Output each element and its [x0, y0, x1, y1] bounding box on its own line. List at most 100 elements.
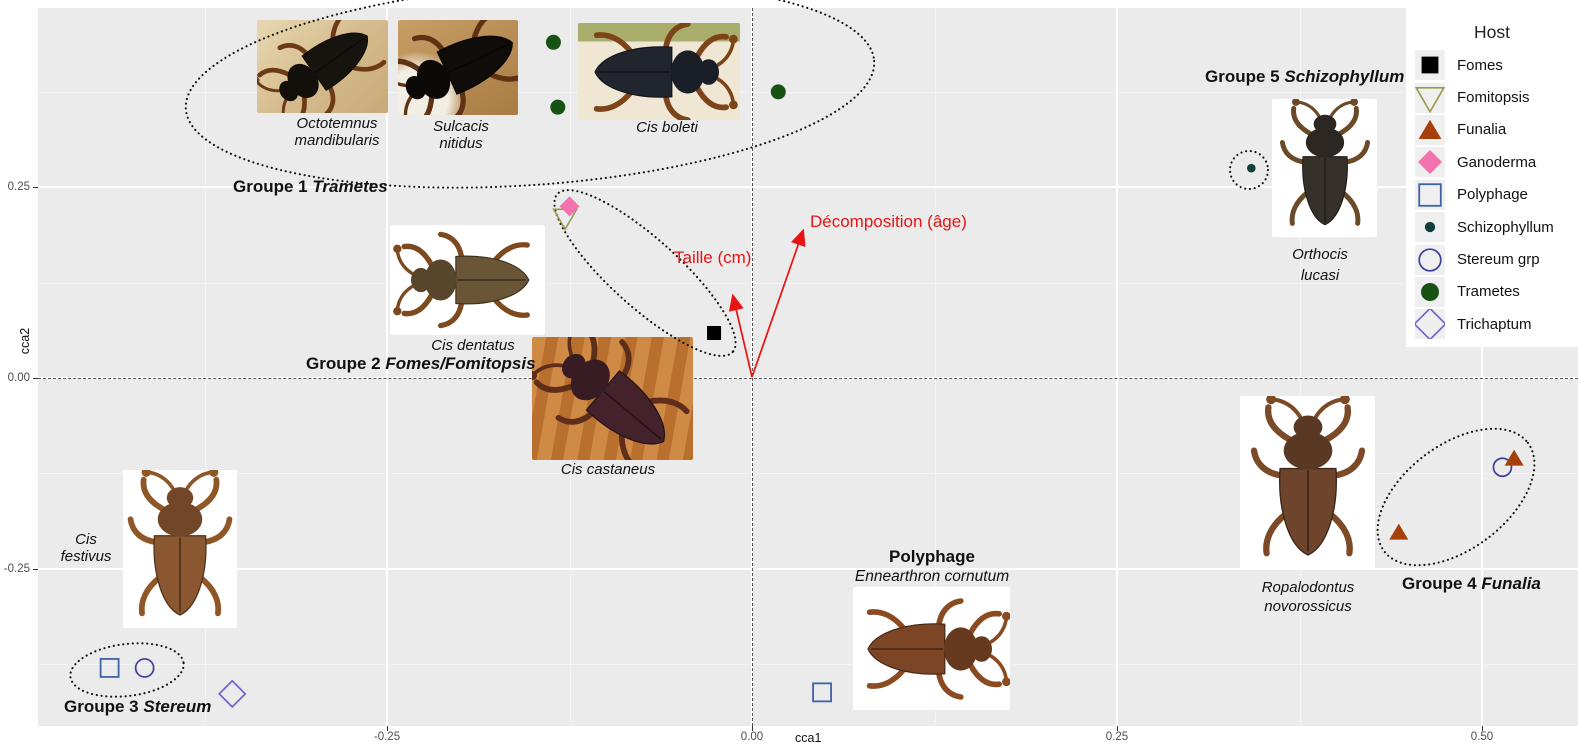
species-label-cis-boleti: Cis boleti — [636, 119, 698, 136]
beetle-illustration — [127, 470, 233, 617]
beetle-illustration — [1250, 396, 1365, 557]
species-label-sulcacis-nitidus: Sulcacis nitidus — [433, 118, 489, 152]
x-tick-mark — [387, 726, 388, 731]
gridline-x-major — [1116, 8, 1118, 726]
legend-item-stereum-grp: Stereum grp — [1406, 243, 1578, 275]
x-axis-title: cca1 — [795, 731, 822, 745]
y-tick-mark — [33, 378, 38, 379]
legend-items: Fomes Fomitopsis Funalia Ganoderma Polyphage… — [1406, 49, 1578, 341]
legend-symbol-funalia — [1418, 119, 1442, 139]
photo-octotemnus-mandibularis — [257, 20, 388, 113]
beetle-illustration — [257, 20, 386, 113]
legend-symbol-ganoderma — [1418, 150, 1442, 175]
legend-symbol-fomitopsis — [1415, 86, 1445, 113]
gridline-x-major — [386, 8, 388, 726]
legend-symbol-schizophyllum — [1424, 221, 1436, 233]
legend-item-schizophyllum: Schizophyllum — [1406, 211, 1578, 243]
x-tick-label: 0.50 — [1470, 731, 1494, 743]
legend-key-polyphage — [1415, 179, 1445, 210]
legend-key-funalia — [1415, 114, 1445, 145]
legend-symbol-polyphage — [1418, 183, 1442, 207]
beetle-illustration — [398, 20, 518, 115]
gridline-x-minor — [204, 8, 206, 726]
legend-label-ganoderma: Ganoderma — [1457, 153, 1537, 171]
group-label-groupe-4: Groupe 4 Funalia — [1402, 574, 1541, 593]
legend-item-funalia: Funalia — [1406, 114, 1578, 146]
beetle-illustration — [392, 231, 530, 329]
legend-item-fomes: Fomes — [1406, 49, 1578, 81]
photo-ropalodontus-novorossicus — [1240, 396, 1375, 570]
legend-title: Host — [1474, 22, 1510, 42]
x-tick-mark — [752, 726, 753, 731]
photo-sulcacis-nitidus — [398, 20, 518, 115]
polyphage-species-label: Ennearthron cornutum — [854, 568, 1010, 585]
gridline-y-minor — [38, 282, 1578, 284]
legend-label-fomitopsis: Fomitopsis — [1457, 89, 1530, 107]
legend-symbol-trametes — [1421, 282, 1439, 301]
x-tick-mark — [1482, 726, 1483, 731]
legend-item-trichaptum: Trichaptum — [1406, 308, 1578, 340]
zero-line-horizontal — [38, 378, 1578, 379]
y-tick-label: 0.25 — [7, 181, 30, 194]
x-tick-label: 0.00 — [740, 731, 764, 743]
y-tick-mark — [33, 568, 38, 570]
legend-symbol-stereum-grp — [1418, 247, 1442, 272]
species-label-orthocis-lucasi: Orthocis lucasi — [1292, 246, 1348, 284]
group-label-groupe-3: Groupe 3 Stereum — [64, 697, 212, 716]
photo-cis-dentatus — [390, 225, 545, 335]
legend-key-schizophyllum — [1415, 212, 1445, 243]
gridline-x-major — [1481, 8, 1483, 726]
beetle-illustration — [593, 23, 738, 120]
legend-label-funalia: Funalia — [1457, 121, 1507, 139]
photo-cis-castaneus — [532, 337, 693, 460]
legend-item-fomitopsis: Fomitopsis — [1406, 81, 1578, 113]
legend-key-trametes — [1415, 276, 1445, 307]
arrow-label-decomposition: Décomposition (âge) — [810, 212, 967, 231]
y-tick-label: 0.00 — [7, 372, 30, 384]
zero-line-vertical — [752, 8, 753, 726]
legend-key-fomes — [1415, 50, 1445, 81]
legend-symbol-trichaptum — [1415, 309, 1445, 340]
legend-host: Host Fomes Fomitopsis Funalia Ganoderma Poly… — [1406, 8, 1578, 347]
legend-label-polyphage: Polyphage — [1457, 186, 1528, 204]
gridline-x-minor — [1299, 8, 1301, 726]
legend-item-polyphage: Polyphage — [1406, 179, 1578, 211]
x-tick-label: -0.25 — [373, 731, 401, 743]
polyphage-label: Polyphage — [889, 547, 975, 566]
species-label-cis-dentatus: Cis dentatus — [431, 337, 515, 354]
beetle-illustration — [532, 337, 690, 460]
x-tick-mark — [1117, 726, 1118, 731]
group-label-groupe-2: Groupe 2 Fomes/Fomitopsis — [306, 354, 536, 373]
gridline-y-minor — [38, 664, 1578, 666]
group-label-groupe-1: Groupe 1 Trametes — [233, 177, 388, 196]
group-label-groupe-5: Groupe 5 Schizophyllum — [1205, 67, 1405, 86]
legend-key-ganoderma — [1415, 147, 1445, 178]
photo-ennearthron-cornutum — [853, 587, 1010, 710]
x-tick-label: 0.25 — [1105, 731, 1129, 743]
legend-item-trametes: Trametes — [1406, 276, 1578, 308]
legend-key-fomitopsis — [1415, 82, 1445, 113]
legend-label-schizophyllum: Schizophyllum — [1457, 218, 1554, 236]
gridline-x-minor — [934, 8, 936, 726]
y-tick-label: -0.25 — [3, 562, 30, 575]
legend-key-stereum-grp — [1415, 244, 1445, 275]
species-label-ropalodontus-novorossicus: Ropalodontus novorossicus — [1261, 579, 1355, 615]
legend-label-stereum-grp: Stereum grp — [1457, 251, 1540, 269]
legend-key-trichaptum — [1415, 309, 1445, 340]
beetle-illustration — [1279, 99, 1370, 226]
gridline-y-minor — [38, 473, 1578, 475]
legend-item-ganoderma: Ganoderma — [1406, 146, 1578, 178]
y-axis-title: cca2 — [18, 327, 33, 355]
photo-orthocis-lucasi — [1272, 99, 1377, 237]
species-label-cis-castaneus: Cis castaneus — [560, 461, 656, 478]
legend-label-trametes: Trametes — [1457, 283, 1520, 301]
arrow-label-taille: Taille (cm) — [674, 248, 752, 267]
photo-cis-boleti — [578, 23, 740, 120]
legend-symbol-fomes — [1421, 56, 1439, 74]
legend-label-trichaptum: Trichaptum — [1457, 315, 1532, 333]
beetle-illustration — [866, 597, 1010, 700]
species-label-cis-festivus: Cis festivus — [60, 531, 112, 565]
legend-label-fomes: Fomes — [1457, 56, 1503, 74]
y-tick-mark — [33, 187, 38, 189]
